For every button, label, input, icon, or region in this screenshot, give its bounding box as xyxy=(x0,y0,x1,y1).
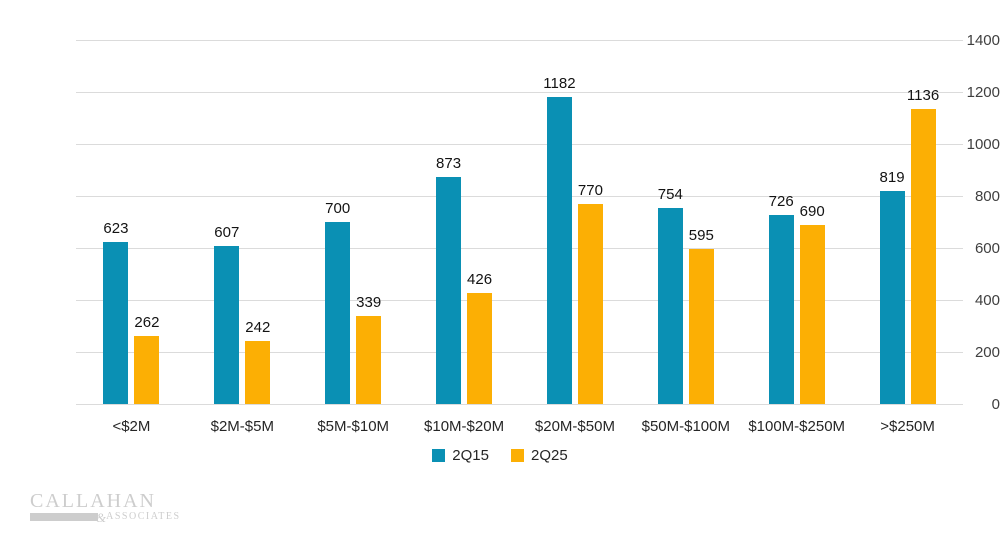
gridline-800 xyxy=(76,195,963,197)
logo-ampersand: & xyxy=(96,509,107,525)
legend-label-2Q15: 2Q15 xyxy=(452,447,489,464)
x-category-label-$2M-$5M: $2M-$5M xyxy=(210,418,274,435)
bar-2Q15-$10M-$20M xyxy=(436,177,462,404)
gridline-0 xyxy=(76,403,963,405)
gridline-1200 xyxy=(76,91,963,93)
value-label-2Q25-$2M-$5M: 242 xyxy=(245,319,271,337)
callahan-logo: CALLAHAN & ASSOCIATES xyxy=(30,490,181,525)
logo-wordmark: CALLAHAN xyxy=(30,490,156,512)
bar-2Q25-$2M-$5M xyxy=(245,341,271,404)
y-tick-label-1000: 1000 xyxy=(966,136,1000,153)
bar-2Q25-$5M-$10M xyxy=(356,315,382,404)
gridline-600 xyxy=(76,247,963,249)
y-tick-label-600: 600 xyxy=(974,240,1000,257)
legend-item-2Q15: 2Q15 xyxy=(432,448,489,463)
value-label-2Q15-$50M-$100M: 754 xyxy=(657,185,683,203)
value-label-2Q25-$50M-$100M: 595 xyxy=(688,227,714,245)
value-label-2Q25-<$2M: 262 xyxy=(134,313,160,331)
value-label-2Q25-$5M-$10M: 339 xyxy=(356,293,382,311)
value-label-2Q25-$10M-$20M: 426 xyxy=(467,271,493,289)
x-category-label-$10M-$20M: $10M-$20M xyxy=(424,418,505,435)
bar-2Q25-$10M-$20M xyxy=(467,293,493,404)
gridline-200 xyxy=(76,351,963,353)
bar-2Q25-$20M-$50M xyxy=(577,203,603,404)
y-tick-label-0: 0 xyxy=(991,396,1000,413)
y-tick-label-400: 400 xyxy=(974,292,1000,309)
x-category-label->$250M: >$250M xyxy=(880,418,935,435)
x-category-label-<$2M: <$2M xyxy=(112,418,151,435)
legend-label-2Q25: 2Q25 xyxy=(531,447,568,464)
bar-2Q15-$20M-$50M xyxy=(546,96,572,404)
value-label-2Q15-$100M-$250M: 726 xyxy=(768,193,794,211)
x-category-label-$20M-$50M: $20M-$50M xyxy=(534,418,615,435)
bar-2Q15-$2M-$5M xyxy=(214,246,240,404)
bar-2Q15-$50M-$100M xyxy=(657,207,683,404)
value-label-2Q15-$2M-$5M: 607 xyxy=(214,224,240,242)
value-label-2Q25-$100M-$250M: 690 xyxy=(799,202,825,220)
x-category-label-$5M-$10M: $5M-$10M xyxy=(317,418,390,435)
gridline-400 xyxy=(76,299,963,301)
logo-associates: ASSOCIATES xyxy=(106,511,181,522)
legend: 2Q15 2Q25 xyxy=(0,448,1000,463)
bar-2Q15-$100M-$250M xyxy=(768,215,794,404)
value-label-2Q15-$5M-$10M: 700 xyxy=(325,200,351,217)
gridline-1000 xyxy=(76,143,963,145)
value-label-2Q15->$250M: 819 xyxy=(879,169,905,187)
value-label-2Q25-$20M-$50M: 770 xyxy=(577,181,603,199)
x-category-label-$50M-$100M: $50M-$100M xyxy=(641,418,730,435)
bar-2Q25-$50M-$100M xyxy=(688,249,714,404)
bar-2Q15-$5M-$10M xyxy=(325,222,351,404)
legend-swatch-2Q25 xyxy=(511,449,524,462)
value-label-2Q15-$20M-$50M: 1182 xyxy=(543,74,576,92)
bar-2Q15-<$2M xyxy=(103,242,129,404)
legend-swatch-2Q15 xyxy=(432,449,446,462)
bar-2Q25-$100M-$250M xyxy=(799,224,825,404)
value-label-2Q15-$10M-$20M: 873 xyxy=(436,155,462,173)
value-label-2Q15-<$2M: 623 xyxy=(103,220,129,238)
value-label-2Q25->$250M: 1136 xyxy=(906,86,940,104)
plot-area: 623 262 607 242 700 339 873 426 1182 770 754 595 726… xyxy=(76,39,963,405)
logo-subline: & ASSOCIATES xyxy=(30,509,181,525)
gridline-1400 xyxy=(76,39,963,41)
y-tick-label-1400: 1400 xyxy=(966,32,1000,49)
bar-2Q25-<$2M xyxy=(134,335,160,404)
y-tick-label-1200: 1200 xyxy=(966,84,1000,101)
y-tick-label-200: 200 xyxy=(974,344,1000,361)
logo-bar xyxy=(30,513,98,521)
legend-item-2Q25: 2Q25 xyxy=(511,448,568,463)
bar-2Q15->$250M xyxy=(879,191,905,404)
x-category-label-$100M-$250M: $100M-$250M xyxy=(748,418,846,435)
bar-2Q25->$250M xyxy=(910,108,936,404)
y-tick-label-800: 800 xyxy=(974,188,1000,205)
